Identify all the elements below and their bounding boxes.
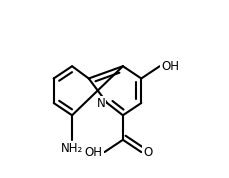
Text: O: O [142,146,152,159]
Text: NH₂: NH₂ [61,142,83,155]
Text: OH: OH [84,146,102,159]
Text: OH: OH [161,60,179,73]
Text: N: N [96,96,105,109]
